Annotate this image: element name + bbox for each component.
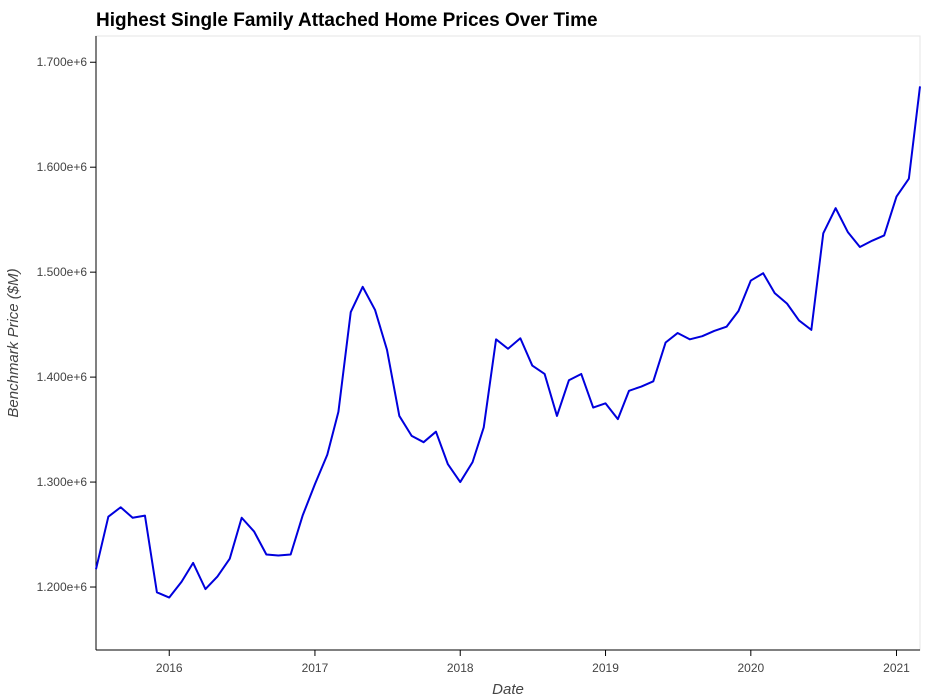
y-tick-label: 1.300e+6 (37, 475, 88, 489)
x-tick-label: 2020 (737, 661, 764, 675)
x-tick-label: 2019 (592, 661, 619, 675)
x-axis: 2016 2017 2018 2019 2020 2021 (96, 649, 920, 675)
series-line (95, 86, 921, 599)
y-tick-label: 1.400e+6 (37, 370, 88, 384)
x-tick-label: 2021 (883, 661, 910, 675)
y-axis: 1.200e+6 1.300e+6 1.400e+6 1.500e+6 1.600e+6… (37, 36, 97, 650)
x-axis-label: Date (492, 681, 524, 698)
y-tick-label: 1.600e+6 (37, 160, 88, 174)
series-group (95, 86, 921, 599)
x-tick-label: 2017 (302, 661, 329, 675)
chart-title: Highest Single Family Attached Home Pric… (96, 10, 598, 31)
y-tick-label: 1.200e+6 (37, 580, 88, 594)
plot-frame (95, 35, 921, 651)
y-tick-label: 1.700e+6 (37, 55, 88, 69)
y-tick-label: 1.500e+6 (37, 265, 88, 279)
x-tick-label: 2016 (156, 661, 183, 675)
y-axis-label: Benchmark Price ($M) (5, 268, 22, 417)
x-tick-label: 2018 (447, 661, 474, 675)
